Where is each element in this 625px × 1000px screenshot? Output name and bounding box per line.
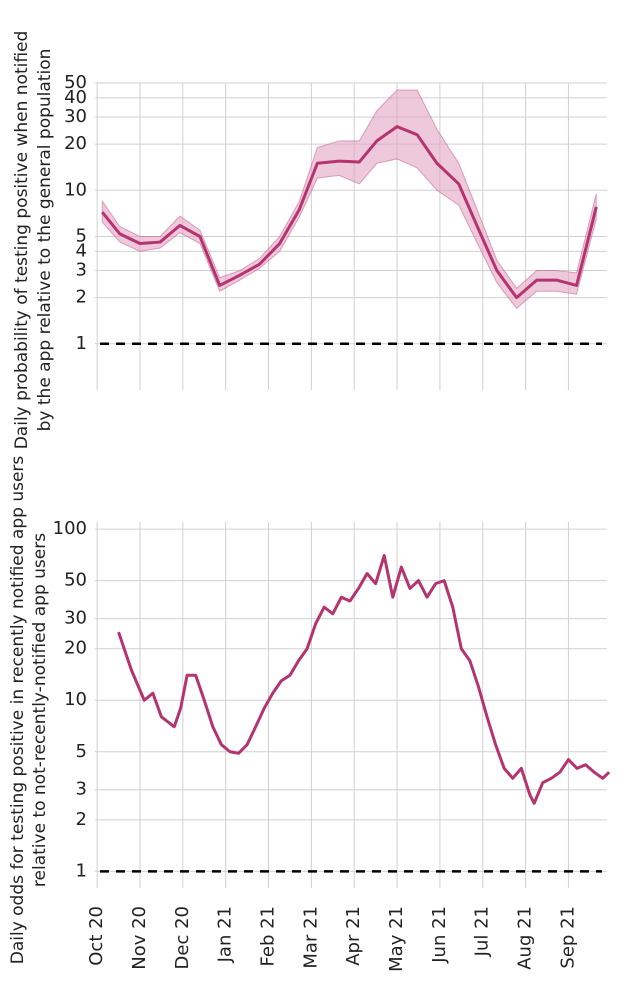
x-tick-label: Oct 20 bbox=[86, 906, 107, 966]
data-line bbox=[101, 125, 598, 300]
y-tick-label: 20 bbox=[64, 133, 87, 154]
x-tick-label: Apr 21 bbox=[343, 906, 364, 966]
y-tick-label: 30 bbox=[64, 106, 87, 127]
y-tick-label: 40 bbox=[64, 87, 87, 108]
x-tick-label: Nov 20 bbox=[129, 906, 150, 970]
y-axis-label: by the app relative to the general popul… bbox=[35, 49, 55, 432]
y-tick-label: 20 bbox=[64, 638, 87, 659]
y-tick-label: 3 bbox=[76, 260, 87, 281]
y-axis-label: relative to not-recently-notified app us… bbox=[30, 533, 50, 887]
y-tick-label: 10 bbox=[64, 179, 87, 200]
y-tick-label: 2 bbox=[76, 809, 87, 830]
x-tick-label: Aug 21 bbox=[515, 906, 536, 970]
x-tick-label: Jun 21 bbox=[429, 906, 450, 964]
y-tick-label: 10 bbox=[64, 689, 87, 710]
y-tick-label: 3 bbox=[76, 779, 87, 800]
x-tick-label: Mar 21 bbox=[300, 906, 321, 969]
y-tick-label: 50 bbox=[64, 72, 87, 93]
data-line bbox=[117, 554, 611, 805]
y-tick-label: 1 bbox=[76, 860, 87, 881]
y-tick-label: 4 bbox=[76, 240, 87, 261]
y-tick-label: 30 bbox=[64, 608, 87, 629]
x-tick-label: Dec 20 bbox=[172, 906, 193, 969]
y-tick-label: 5 bbox=[76, 226, 87, 247]
y-tick-label: 5 bbox=[76, 741, 87, 762]
x-tick-label: Feb 21 bbox=[258, 906, 279, 967]
x-tick-label: Sep 21 bbox=[557, 906, 578, 969]
y-axis-label: Daily odds for testing positive in recen… bbox=[8, 456, 28, 965]
x-tick-label: Jul 21 bbox=[472, 906, 493, 957]
y-tick-label: 50 bbox=[64, 570, 87, 591]
y-tick-label: 1 bbox=[76, 333, 87, 354]
x-tick-label: May 21 bbox=[386, 906, 407, 972]
y-tick-label: 100 bbox=[53, 518, 87, 539]
y-tick-label: 2 bbox=[76, 287, 87, 308]
x-tick-label: Jan 21 bbox=[215, 906, 236, 963]
confidence-band bbox=[101, 89, 597, 310]
y-axis-label: Daily probability of testing positive wh… bbox=[12, 31, 32, 450]
